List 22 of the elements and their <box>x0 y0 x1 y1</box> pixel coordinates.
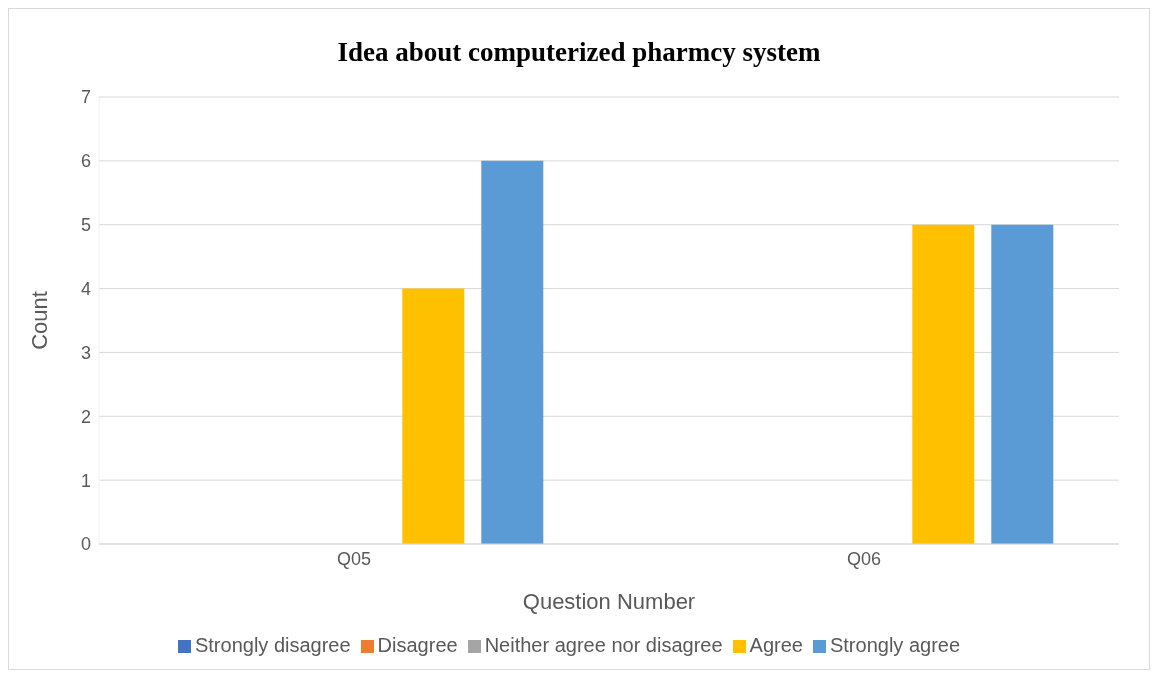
legend-label: Neither agree nor disagree <box>484 634 723 656</box>
y-tick-label: 0 <box>80 534 91 555</box>
y-tick-label: 1 <box>80 470 91 491</box>
x-axis-title: Question Number <box>522 589 696 614</box>
y-tick-label: 7 <box>80 87 91 108</box>
legend-label: Strongly agree <box>829 634 961 656</box>
y-tick-label: 5 <box>80 215 91 236</box>
y-tick-label: 4 <box>80 278 91 299</box>
bar <box>991 224 1054 544</box>
x-tick-label: Q06 <box>846 548 882 569</box>
legend-label: Strongly disagree <box>194 634 351 656</box>
y-axis-title: Count <box>26 291 52 350</box>
bar <box>402 288 465 544</box>
legend-label: Agree <box>749 634 803 656</box>
chart-title: Idea about computerized pharmcy system <box>336 37 822 69</box>
y-tick-label: 2 <box>80 406 91 427</box>
bar <box>912 224 975 544</box>
y-tick-label: 6 <box>80 151 91 172</box>
x-tick-label: Q05 <box>336 548 372 569</box>
y-tick-label: 3 <box>80 342 91 363</box>
bar <box>481 160 544 544</box>
legend-label: Disagree <box>377 634 458 656</box>
